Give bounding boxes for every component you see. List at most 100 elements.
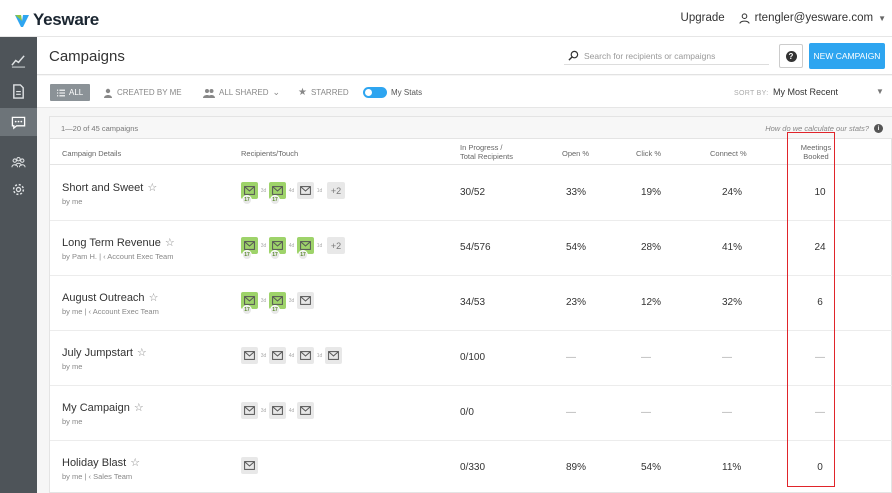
campaign-owner: by me [62, 362, 83, 371]
email-touch-icon[interactable]: 17 [241, 182, 258, 205]
sidebar-item-team[interactable] [0, 148, 37, 176]
filter-all-label: ALL [69, 88, 84, 97]
email-touch-icon[interactable] [297, 402, 314, 419]
open-rate-cell: 33% [566, 187, 587, 198]
filter-all-shared[interactable]: ALL SHARED ⌄ [203, 84, 280, 101]
sort-label: SORT BY: [734, 90, 769, 97]
star-icon[interactable]: ☆ [133, 402, 144, 414]
touch-sequence: 17 3d 17 4d 1d +2 [241, 182, 345, 205]
campaign-name[interactable]: Short and Sweet [62, 181, 144, 194]
touch-count-badge: 17 [298, 250, 308, 260]
my-stats-toggle[interactable]: My Stats [363, 84, 422, 101]
sidebar-item-settings[interactable] [0, 175, 37, 203]
email-touch-icon[interactable] [241, 402, 258, 419]
help-button[interactable]: ? [779, 44, 803, 68]
sidebar-item-templates[interactable] [0, 77, 37, 105]
sort-select[interactable]: My Most Recent [773, 87, 839, 97]
campaign-name[interactable]: July Jumpstart [62, 346, 133, 359]
email-touch-icon[interactable] [297, 347, 314, 364]
email-touch-icon[interactable]: 17 [269, 182, 286, 205]
new-campaign-button[interactable]: NEW CAMPAIGN [809, 43, 885, 69]
open-rate-cell: — [566, 407, 576, 418]
table-row[interactable]: My Campaign ☆ by me 3d 4d 0/0 — — — — [50, 386, 892, 441]
trend-chart-icon [11, 54, 26, 68]
email-touch-icon[interactable] [325, 347, 342, 364]
toggle-switch[interactable] [363, 87, 387, 98]
user-email[interactable]: rtengler@yesware.com [754, 12, 874, 24]
touch-delay: 3d [260, 188, 267, 194]
table-row[interactable]: Holiday Blast ☆ by me | ‹ Sales Team 0/330 8… [50, 441, 892, 493]
table-row[interactable]: August Outreach ☆ by me | ‹ Account Exec T… [50, 276, 892, 331]
help-icon: ? [785, 50, 797, 62]
open-rate-cell: 89% [566, 462, 587, 473]
touch-delay: 4d [288, 188, 295, 194]
touch-delay: 1d [316, 243, 323, 249]
campaign-title[interactable]: Short and Sweet ☆ [62, 181, 158, 195]
chevron-down-icon[interactable]: ▼ [878, 13, 886, 23]
filter-created-by-me[interactable]: CREATED BY ME [103, 84, 182, 101]
filter-all-button[interactable]: ALL [50, 84, 91, 101]
yesware-logo[interactable]: Yesware [14, 10, 99, 30]
email-touch-icon[interactable]: 17 [269, 237, 286, 260]
email-touch-icon[interactable]: 17 [241, 237, 258, 260]
email-touch-icon[interactable] [297, 292, 314, 309]
sidebar-item-reports[interactable] [0, 46, 37, 74]
more-touches-badge[interactable]: +2 [327, 237, 345, 254]
email-touch-icon[interactable] [269, 347, 286, 364]
email-touch-icon[interactable]: 17 [269, 292, 286, 315]
email-touch-icon[interactable] [269, 402, 286, 419]
sidebar-item-campaigns[interactable] [0, 108, 37, 136]
table-row[interactable]: Short and Sweet ☆ by me 17 3d 17 4d 1d +2 30/52 33… [50, 166, 892, 221]
star-icon[interactable]: ☆ [147, 182, 158, 194]
campaign-title[interactable]: Long Term Revenue ☆ [62, 236, 175, 250]
campaign-title[interactable]: My Campaign ☆ [62, 401, 144, 415]
progress-cell: 0/100 [460, 352, 486, 363]
more-touches-badge[interactable]: +2 [327, 182, 345, 199]
star-icon[interactable]: ☆ [148, 292, 159, 304]
filter-starred[interactable]: ★ STARRED [298, 84, 349, 101]
table-row[interactable]: July Jumpstart ☆ by me 3d 4d 1d 0/100 — — — — [50, 331, 892, 386]
document-icon [13, 83, 24, 99]
open-rate-cell: 23% [566, 297, 587, 308]
col-meetings-line2: Booked [803, 152, 829, 161]
progress-cell: 0/0 [460, 407, 474, 418]
top-bar: Yesware Upgrade rtengler@yesware.com ▼ [0, 0, 892, 37]
campaign-title[interactable]: Holiday Blast ☆ [62, 456, 141, 470]
chevron-down-icon[interactable]: ▼ [876, 87, 884, 96]
upgrade-link[interactable]: Upgrade [680, 12, 725, 24]
email-touch-icon[interactable] [297, 182, 314, 199]
star-icon[interactable]: ☆ [136, 347, 147, 359]
touch-count-badge: 17 [242, 305, 252, 315]
campaign-name[interactable]: My Campaign [62, 401, 130, 414]
touch-delay: 3d [288, 298, 295, 304]
touch-sequence [241, 457, 258, 479]
campaign-title[interactable]: July Jumpstart ☆ [62, 346, 147, 360]
stats-help-text: How do we calculate our stats? [765, 124, 869, 133]
campaign-name[interactable]: Holiday Blast [62, 456, 127, 469]
email-touch-icon[interactable] [241, 457, 258, 474]
touch-delay: 4d [288, 353, 295, 359]
campaign-name[interactable]: Long Term Revenue [62, 236, 161, 249]
email-touch-icon[interactable]: 17 [241, 292, 258, 315]
touch-delay: 1d [316, 353, 323, 359]
click-rate-cell: 54% [641, 462, 662, 473]
star-icon[interactable]: ☆ [130, 457, 141, 469]
table-row[interactable]: Long Term Revenue ☆ by Pam H. | ‹ Account … [50, 221, 892, 276]
campaign-title[interactable]: August Outreach ☆ [62, 291, 159, 305]
campaign-owner: by me [62, 417, 83, 426]
stats-help-link[interactable]: How do we calculate our stats? i [765, 124, 883, 133]
touch-sequence: 3d 4d [241, 402, 314, 424]
campaign-count: 1—20 of 45 campaigns [61, 124, 139, 133]
touch-count-badge: 17 [242, 250, 252, 260]
campaign-name[interactable]: August Outreach [62, 291, 145, 304]
meetings-booked-cell: 10 [814, 187, 826, 198]
search-input[interactable]: Search for recipients or campaigns [564, 47, 769, 65]
star-icon: ★ [298, 87, 307, 98]
star-icon[interactable]: ☆ [164, 237, 175, 249]
connect-rate-cell: — [722, 352, 732, 363]
touch-count-badge: 17 [242, 195, 252, 205]
email-touch-icon[interactable] [241, 347, 258, 364]
page-title: Campaigns [49, 48, 125, 65]
campaign-owner: by me | ‹ Account Exec Team [62, 307, 159, 316]
email-touch-icon[interactable]: 17 [297, 237, 314, 260]
